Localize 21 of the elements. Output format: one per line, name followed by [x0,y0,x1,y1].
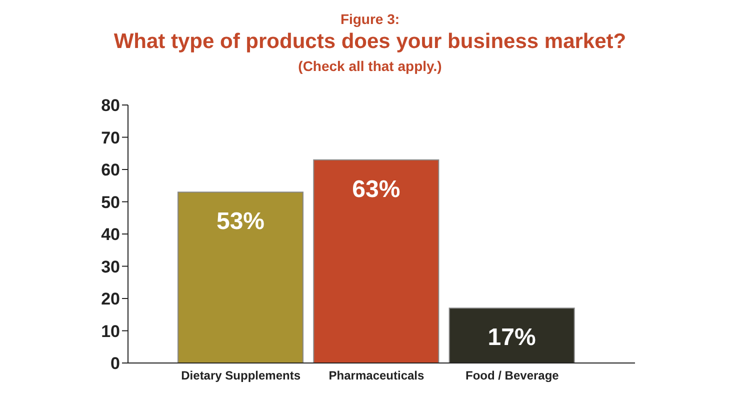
x-tick-label: Pharmaceuticals [328,368,425,383]
y-tick-label: 0 [110,354,120,374]
data-label: 53% [216,208,265,236]
y-tick-label: 80 [101,96,120,116]
y-tick-label: 20 [101,290,120,309]
text: (Check all that apply.) [297,57,443,76]
y-tick-label: 70 [101,128,120,148]
y-tick-label: 40 [101,225,120,244]
data-label: 63% [352,176,400,203]
bar [313,159,440,363]
x-tick-label: Dietary Supplements [181,368,301,383]
y-tick-label: 10 [101,322,120,341]
y-tick-label: 50 [101,192,120,212]
bar [448,308,575,363]
data-label: 17% [488,324,536,352]
chart-subtitle: What type of products does your business market? [112,29,628,55]
y-tick-label: 30 [101,257,120,276]
chart-title: Figure 3: [339,10,401,28]
y-tick-label: 60 [101,160,120,180]
bar [178,192,304,363]
x-tick-label: Food / Beverage [465,368,560,383]
